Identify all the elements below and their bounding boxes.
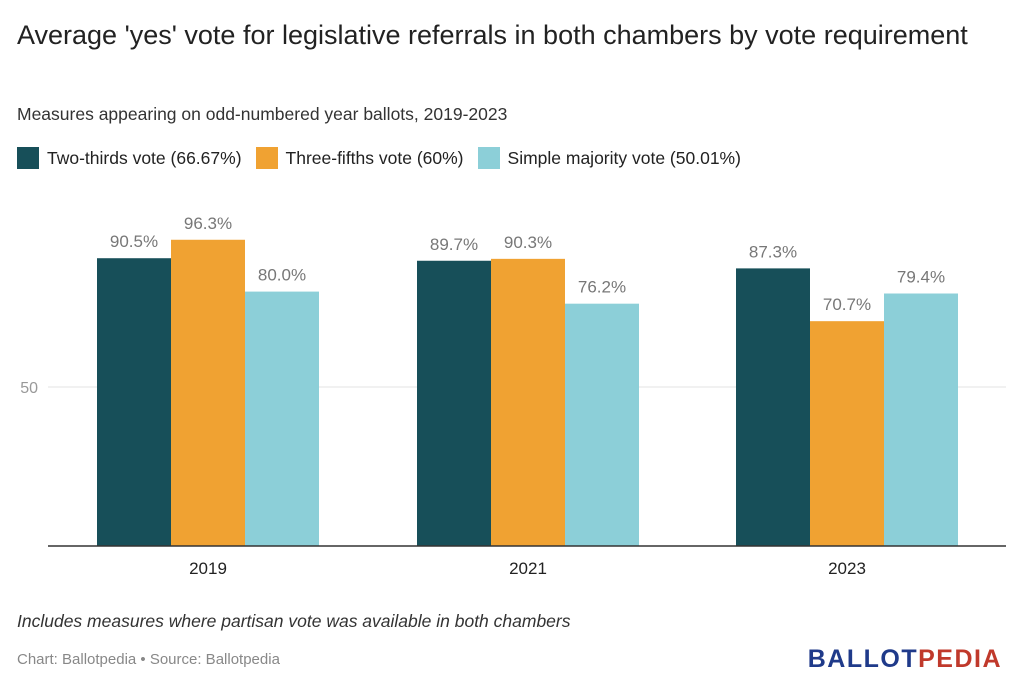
data-label-three-fifths-2021: 90.3% (504, 233, 552, 252)
ballotpedia-logo: BALLOTPEDIA (808, 645, 1002, 674)
legend-label-three-fifths: Three-fifths vote (60%) (285, 147, 464, 168)
bar-two-thirds-2019 (97, 258, 171, 546)
data-label-simple-majority-2023: 79.4% (897, 268, 945, 287)
legend-label-simple-majority: Simple majority vote (50.01%) (507, 147, 741, 168)
bar-two-thirds-2023 (736, 268, 810, 546)
bar-two-thirds-2021 (417, 260, 491, 546)
bar-three-fifths-2023 (810, 321, 884, 546)
data-label-two-thirds-2019: 90.5% (110, 232, 158, 251)
x-tick-label-2023: 2023 (828, 559, 866, 578)
bar-chart: 50 90.5% 96.3% 80.0% 2019 89.7% 90.3% 76.2% 2021… (20, 214, 1006, 578)
logo-part-pedia: PEDIA (918, 645, 1002, 673)
chart-title: Average 'yes' vote for legislative refer… (17, 20, 968, 50)
chart-subtitle: Measures appearing on odd-numbered year … (17, 104, 508, 124)
logo-part-ballot: BALLOT (807, 645, 919, 673)
data-label-simple-majority-2019: 80.0% (258, 266, 306, 285)
data-label-simple-majority-2021: 76.2% (578, 278, 626, 297)
data-label-three-fifths-2023: 70.7% (823, 295, 871, 314)
data-label-two-thirds-2021: 89.7% (430, 235, 478, 254)
legend-label-two-thirds: Two-thirds vote (66.67%) (47, 147, 242, 168)
bar-three-fifths-2019 (171, 239, 245, 546)
bar-simple-majority-2019 (245, 291, 319, 546)
chart-note: Includes measures where partisan vote wa… (17, 611, 571, 631)
legend-swatch-simple-majority (477, 147, 500, 169)
x-tick-label-2021: 2021 (509, 559, 547, 578)
x-tick-label-2019: 2019 (189, 559, 227, 578)
data-label-two-thirds-2023: 87.3% (749, 242, 797, 261)
legend: Two-thirds vote (66.67%) Three-fifths vo… (17, 147, 755, 169)
legend-swatch-three-fifths (255, 147, 278, 169)
data-label-three-fifths-2019: 96.3% (184, 214, 232, 233)
y-tick-label: 50 (20, 380, 38, 397)
legend-item-three-fifths: Three-fifths vote (60%) (255, 147, 464, 169)
bar-simple-majority-2021 (565, 303, 639, 546)
legend-item-two-thirds: Two-thirds vote (66.67%) (17, 147, 242, 169)
legend-swatch-two-thirds (17, 147, 39, 169)
legend-item-simple-majority: Simple majority vote (50.01%) (477, 147, 741, 169)
bar-simple-majority-2023 (884, 293, 958, 546)
bar-three-fifths-2021 (491, 258, 565, 546)
chart-credit: Chart: Ballotpedia • Source: Ballotpedia (17, 651, 280, 668)
